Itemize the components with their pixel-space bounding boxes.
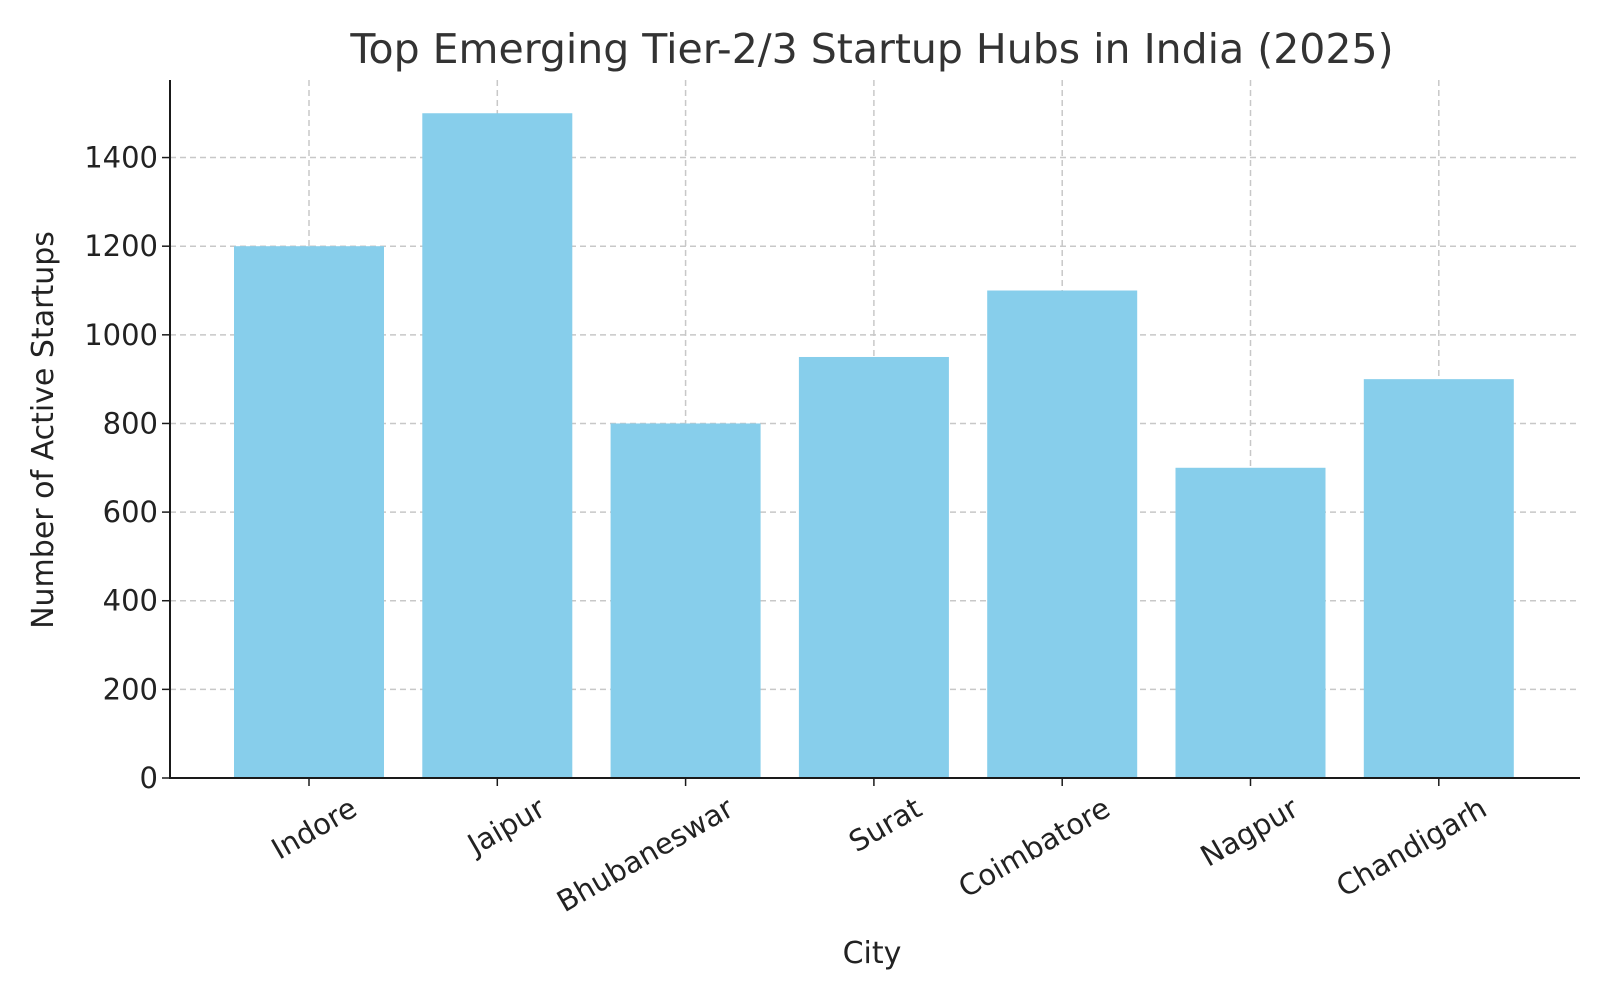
bar-surat <box>798 356 949 778</box>
x-tick-label: Bhubaneswar <box>551 791 739 919</box>
x-tick-label: Coimbatore <box>953 791 1116 905</box>
bar-bhubaneswar <box>610 423 761 778</box>
y-tick-label: 800 <box>103 406 158 440</box>
y-tick-label: 1400 <box>84 141 158 175</box>
y-tick-label: 400 <box>103 584 158 618</box>
bar-nagpur <box>1175 467 1326 778</box>
bar-indore <box>234 246 384 778</box>
bar-jaipur <box>422 113 573 778</box>
y-tick-label: 1000 <box>84 318 158 352</box>
chart-title: Top Emerging Tier-2/3 Startup Hubs in In… <box>349 25 1393 73</box>
y-tick-label: 200 <box>103 672 158 706</box>
bar-chandigarh <box>1363 379 1514 778</box>
y-tick-label: 0 <box>140 761 158 795</box>
y-tick-label: 1200 <box>84 229 158 263</box>
x-tick-label: Nagpur <box>1195 791 1304 874</box>
bars-layer <box>234 113 1514 778</box>
x-axis-label: City <box>843 936 902 971</box>
y-tick-label: 600 <box>103 495 158 529</box>
x-tick-label: Indore <box>266 791 363 867</box>
x-tick-label: Jaipur <box>460 791 551 863</box>
x-tick-label: Surat <box>843 791 927 859</box>
y-axis-label: Number of Active Startups <box>26 231 61 629</box>
x-ticks: Indore Jaipur Bhubaneswar Surat Coimbatore Na… <box>266 778 1492 919</box>
x-tick-label: Chandigarh <box>1330 791 1492 904</box>
bar-coimbatore <box>987 290 1138 778</box>
y-ticks: 0 200 400 600 800 1000 1200 1400 <box>84 141 170 795</box>
